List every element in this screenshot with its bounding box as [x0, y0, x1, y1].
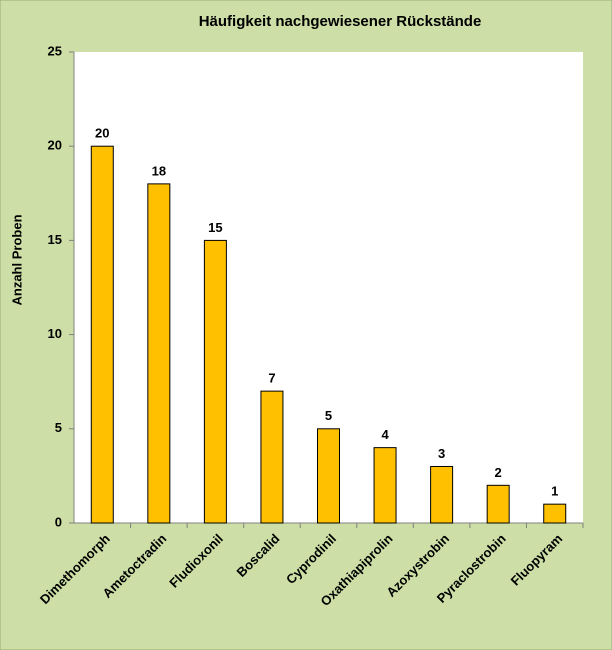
data-label: 5: [325, 408, 332, 423]
y-tick-label: 0: [55, 514, 62, 529]
y-tick-label: 20: [48, 138, 62, 153]
bar: [317, 428, 340, 524]
data-label: 20: [95, 126, 109, 141]
y-tick-label: 10: [48, 326, 62, 341]
data-label: 3: [438, 446, 445, 461]
bar: [90, 145, 114, 524]
chart-title: Häufigkeit nachgewiesener Rückstände: [199, 13, 482, 30]
y-axis-label: Anzahl Proben: [9, 214, 24, 305]
bar: [543, 503, 567, 524]
y-tick-label: 5: [55, 420, 62, 435]
y-tick-label: 25: [48, 43, 62, 58]
y-tick-label: 15: [48, 232, 62, 247]
data-label: 15: [208, 220, 222, 235]
data-label: 7: [268, 371, 275, 386]
data-label: 4: [381, 427, 389, 442]
bar: [260, 390, 284, 524]
bar: [486, 484, 510, 524]
bar: [147, 183, 171, 524]
data-label: 1: [551, 484, 558, 499]
bar: [203, 239, 227, 524]
bar: [373, 447, 397, 524]
data-label: 2: [495, 465, 502, 480]
bar: [430, 465, 454, 524]
data-label: 18: [152, 163, 166, 178]
